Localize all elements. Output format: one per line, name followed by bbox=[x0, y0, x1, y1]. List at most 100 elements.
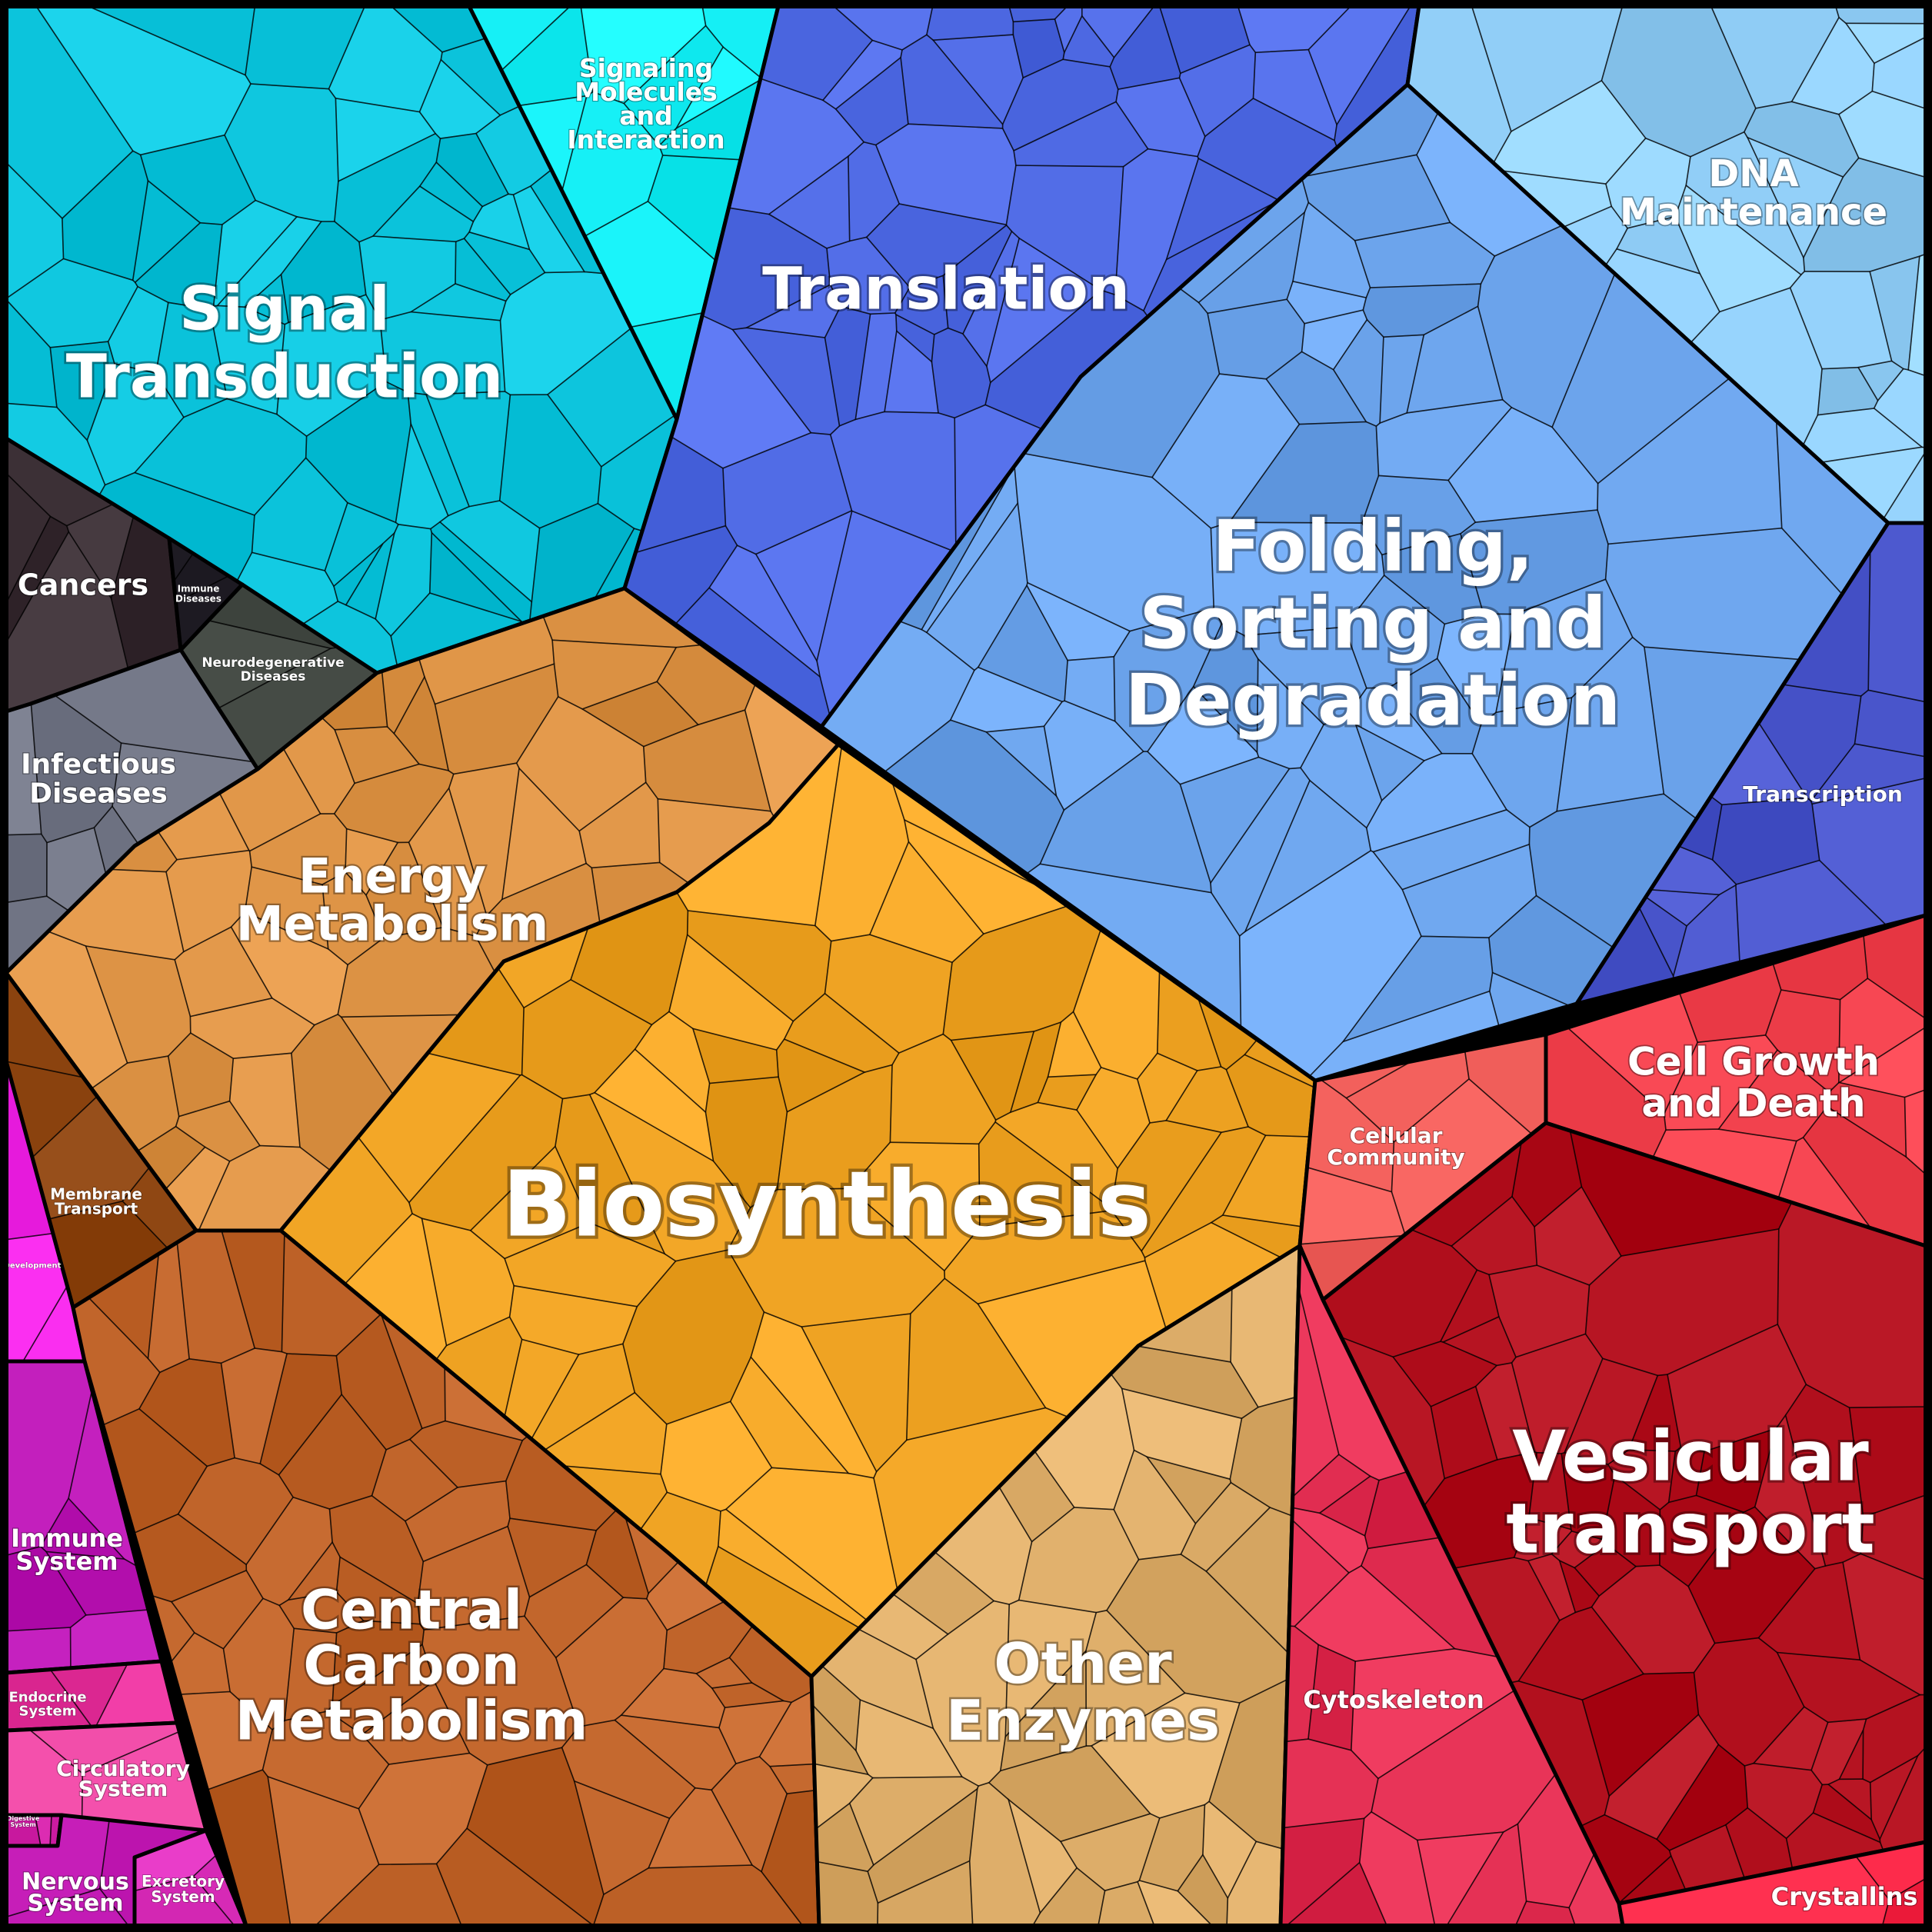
signal-transduction-cell bbox=[132, 180, 201, 283]
translation-cell bbox=[1253, 49, 1337, 141]
immune-diseases-label-line: Immune bbox=[178, 584, 220, 595]
cell-growth-and-death-cell bbox=[1839, 1027, 1926, 1098]
energy-metabolism-cell bbox=[448, 763, 519, 916]
signal-transduction-cell bbox=[426, 391, 511, 507]
central-carbon-metabolism-cell bbox=[467, 1747, 604, 1926]
biosynthesis-cell bbox=[640, 1492, 721, 1586]
translation-cell bbox=[1115, 148, 1199, 311]
vesicular-transport-cell bbox=[1659, 1495, 1744, 1587]
signal-transduction-cell bbox=[251, 458, 348, 571]
translation-cell bbox=[855, 312, 897, 420]
central-carbon-metabolism-cell bbox=[593, 1865, 803, 1926]
vesicular-transport-cell bbox=[1754, 1707, 1828, 1770]
vesicular-transport-cell bbox=[1514, 1517, 1572, 1561]
nervous-system-cell bbox=[99, 1820, 206, 1926]
signal-transduction-cell bbox=[500, 271, 631, 395]
central-carbon-metabolism-cell bbox=[711, 1757, 788, 1872]
other-enzymes-cell bbox=[1138, 1287, 1232, 1362]
development-label-line: Development bbox=[4, 1262, 62, 1271]
signal-transduction-cell bbox=[440, 501, 540, 602]
cancers-cell bbox=[111, 516, 181, 669]
energy-metabolism-cell bbox=[381, 658, 425, 734]
signal-transduction-cell bbox=[436, 133, 508, 207]
other-enzymes-cell bbox=[1231, 1246, 1300, 1407]
excretory-system-cell bbox=[135, 1876, 235, 1926]
nervous-system-label-line: System bbox=[28, 1890, 124, 1917]
central-carbon-metabolism-cell bbox=[179, 1691, 272, 1790]
folding-sorting-and-degradation-cell bbox=[1040, 751, 1211, 893]
cytoskeleton-cell bbox=[1364, 1471, 1440, 1549]
central-carbon-metabolism-cell bbox=[770, 1764, 815, 1794]
central-carbon-metabolism-cell bbox=[171, 1570, 263, 1649]
cytoskeleton-cell bbox=[1291, 1507, 1368, 1573]
central-carbon-metabolism-cell bbox=[555, 1597, 668, 1727]
translation-cell bbox=[1110, 6, 1181, 90]
central-carbon-metabolism-cell bbox=[436, 1828, 594, 1926]
vesicular-transport-cell bbox=[1754, 1415, 1826, 1569]
translation-cell bbox=[824, 306, 871, 426]
central-carbon-metabolism-cell bbox=[361, 1681, 470, 1764]
signal-transduction-cell bbox=[305, 381, 411, 523]
folding-sorting-and-degradation-cell bbox=[921, 466, 1018, 633]
endocrine-system-region bbox=[5, 1659, 179, 1733]
biosynthesis-cell bbox=[1010, 1022, 1061, 1113]
vesicular-transport-cell bbox=[1551, 1531, 1607, 1568]
energy-metabolism-cell bbox=[168, 1033, 234, 1117]
central-carbon-metabolism-cell bbox=[246, 1497, 333, 1606]
signal-transduction-cell bbox=[6, 403, 105, 497]
folding-sorting-and-degradation-cell bbox=[986, 726, 1057, 796]
folding-sorting-and-degradation-cell bbox=[1211, 768, 1310, 936]
translation-cell bbox=[895, 315, 934, 362]
signal-transduction-cell bbox=[135, 398, 307, 515]
folding-sorting-and-degradation-cell bbox=[1064, 656, 1115, 721]
transcription-cell bbox=[1678, 796, 1722, 860]
central-carbon-metabolism-cell bbox=[561, 1720, 695, 1819]
translation-cell bbox=[1308, 6, 1411, 125]
signaling-molecules-and-interaction-label-line: Interaction bbox=[567, 125, 724, 155]
digestive-system-label: Digestive System bbox=[7, 1815, 40, 1828]
other-enzymes-cell bbox=[1098, 1881, 1154, 1926]
other-enzymes-cell bbox=[858, 1594, 948, 1660]
excretory-system-region bbox=[132, 1828, 248, 1927]
energy-metabolism-cell bbox=[166, 850, 252, 952]
central-carbon-metabolism-cell bbox=[288, 1542, 341, 1601]
cellular-community-label: Cellular Community bbox=[1327, 1123, 1464, 1170]
central-carbon-metabolism-cell bbox=[327, 1644, 435, 1735]
translation-cell bbox=[746, 285, 841, 338]
translation-cell bbox=[963, 231, 1020, 367]
infectious-diseases-cell bbox=[112, 743, 258, 844]
other-enzymes-cell bbox=[1061, 1814, 1160, 1891]
central-carbon-metabolism-cell bbox=[281, 1234, 381, 1356]
central-carbon-metabolism-cell bbox=[177, 1231, 255, 1364]
translation-cell bbox=[830, 411, 956, 551]
signal-transduction-cell bbox=[334, 133, 441, 242]
development-region bbox=[5, 1059, 87, 1364]
energy-metabolism-cell bbox=[408, 788, 487, 937]
folding-sorting-and-degradation-cell bbox=[1417, 112, 1562, 256]
folding-sorting-and-degradation-cell bbox=[1333, 319, 1384, 427]
other-enzymes-cell bbox=[812, 1704, 868, 1775]
folding-sorting-and-degradation-cell bbox=[1266, 351, 1367, 425]
central-carbon-metabolism-cell bbox=[615, 1715, 736, 1790]
vesicular-transport-cell bbox=[1696, 1428, 1777, 1513]
folding-sorting-and-degradation-cell bbox=[1477, 225, 1615, 428]
translation-cell bbox=[884, 331, 938, 413]
folding-sorting-and-degradation-cell bbox=[1309, 991, 1500, 1081]
vesicular-transport-label-line: Vesicular bbox=[1512, 1417, 1869, 1497]
signal-transduction-cell bbox=[235, 552, 338, 625]
translation-cell bbox=[1116, 78, 1205, 157]
signal-transduction-cell bbox=[391, 593, 524, 666]
nervous-system-region bbox=[5, 1813, 208, 1927]
circulatory-system-label-line: System bbox=[78, 1776, 168, 1801]
other-enzymes-cell bbox=[1230, 1397, 1296, 1516]
central-carbon-metabolism-cell bbox=[405, 1481, 510, 1562]
central-carbon-metabolism-cell bbox=[315, 1864, 462, 1926]
translation-cell bbox=[817, 511, 952, 716]
biosynthesis-region bbox=[278, 742, 1317, 1679]
transcription-cell bbox=[1810, 744, 1926, 804]
translation-cell bbox=[985, 290, 1148, 429]
central-carbon-metabolism-cell bbox=[332, 1621, 425, 1706]
vesicular-transport-cell bbox=[1561, 1452, 1615, 1540]
cell-growth-and-death-cell bbox=[1904, 1089, 1926, 1174]
transcription-cell bbox=[1854, 690, 1926, 757]
